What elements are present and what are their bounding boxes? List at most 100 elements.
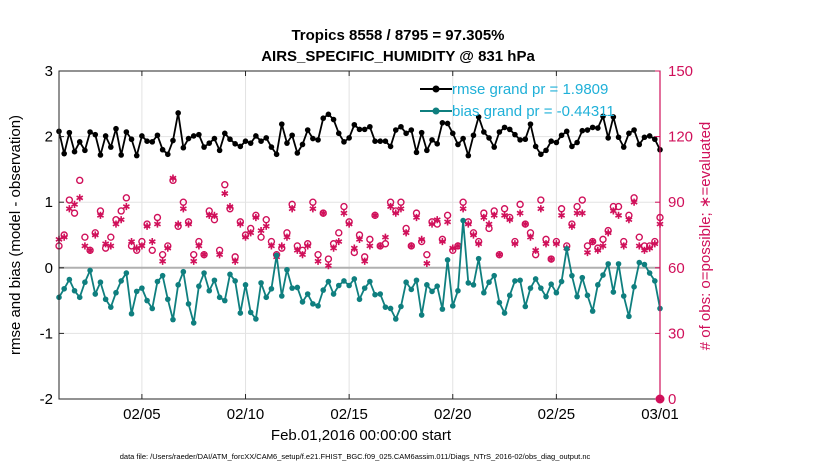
bias-point [247, 309, 254, 316]
rmse-point [92, 131, 99, 138]
obs-possible-marker [335, 229, 343, 237]
y-right-tick-label: 60 [668, 260, 685, 277]
obs-evaluated-marker [283, 233, 291, 241]
chart-subtitle: AIRS_SPECIFIC_HUMIDITY @ 831 hPa [261, 48, 535, 65]
rmse-point [387, 143, 394, 150]
axis-ticks: 02/05 02/10 02/15 02/20 02/25 03/01-2-1012303… [40, 63, 693, 423]
obs-evaluated-marker [578, 209, 586, 217]
obs-evaluated-marker [511, 240, 519, 248]
obs-evaluated-marker [91, 231, 99, 239]
obs-evaluated-marker [635, 242, 643, 250]
rmse-point [584, 127, 591, 133]
bias-point [201, 270, 207, 276]
obs-evaluated-marker [65, 205, 73, 213]
rmse-point [108, 144, 114, 150]
rmse-point [201, 144, 207, 150]
obs-evaluated-marker [86, 246, 94, 254]
x-tick-label: 02/10 [227, 406, 265, 423]
bias-point [382, 304, 389, 310]
obs-evaluated-marker [397, 205, 405, 213]
obs-evaluated-marker [257, 227, 265, 235]
rmse-point [413, 149, 420, 156]
rmse-point [346, 135, 352, 141]
obs-evaluated-marker [423, 259, 431, 268]
obs-evaluated-marker [490, 211, 498, 219]
rmse-point [558, 132, 565, 139]
obs-possible-marker [81, 233, 89, 241]
obs-evaluated-marker [335, 237, 343, 246]
rmse-point [128, 136, 135, 143]
bias-point [491, 272, 498, 279]
obs-evaluated-marker [506, 216, 514, 224]
obs-evaluated-marker [428, 220, 436, 228]
bias-point [563, 245, 570, 252]
rmse-point [434, 141, 441, 147]
bias-point [278, 293, 285, 299]
legend-bias-marker [432, 107, 440, 115]
rmse-point [496, 129, 503, 135]
obs-evaluated-marker [107, 242, 115, 250]
bias-point [486, 279, 492, 286]
obs-evaluated-marker [412, 213, 421, 222]
legend-rmse-label: rmse grand pr = 1.9809 [452, 81, 608, 98]
rmse-point [641, 134, 648, 141]
rmse-point [652, 136, 658, 143]
bias-point [92, 291, 99, 297]
obs-evaluated-marker [651, 240, 659, 248]
rmse-point [335, 130, 342, 137]
obs-evaluated-marker [200, 251, 208, 259]
obs-evaluated-marker [117, 216, 125, 224]
rmse-point [548, 138, 554, 144]
bias-point [159, 272, 166, 279]
obs-evaluated-marker [469, 231, 478, 239]
bias-point [626, 313, 632, 320]
bias-point [325, 278, 332, 285]
rmse-point [180, 144, 187, 151]
bias-point [139, 285, 145, 291]
bias-point [387, 305, 394, 312]
rmse-point [408, 127, 415, 133]
obs-evaluated-marker [475, 240, 483, 248]
obs-evaluated-marker [236, 220, 244, 228]
bias-point [144, 297, 150, 304]
legend: rmse grand pr = 1.9809 bias grand pr = -… [420, 81, 615, 120]
rmse-point [253, 133, 259, 139]
y-right-tick-label: 30 [668, 325, 685, 342]
obs-possible-marker [221, 181, 229, 189]
bias-point [216, 294, 223, 301]
rmse-point [610, 114, 617, 120]
rmse-point [97, 152, 104, 158]
bias-point [320, 287, 327, 293]
rmse-point [190, 133, 197, 139]
bias-point [149, 305, 156, 312]
obs-evaluated-marker [366, 242, 374, 250]
obs-evaluated-marker [547, 255, 555, 263]
obs-evaluated-marker [495, 251, 503, 259]
rmse-point [361, 126, 368, 133]
rmse-point [284, 140, 290, 146]
obs-evaluated-marker [314, 257, 322, 265]
bias-point [299, 299, 306, 305]
rmse-point [71, 148, 78, 155]
bias-point [548, 281, 554, 288]
rmse-point [196, 131, 202, 138]
rmse-point [320, 115, 327, 122]
bias-point [196, 283, 202, 289]
bias-point [175, 282, 181, 288]
bias-point [429, 288, 435, 295]
obs-evaluated-marker [288, 205, 296, 213]
bias-point [165, 296, 171, 303]
bias-point [532, 276, 539, 282]
rmse-point [216, 147, 223, 154]
bias-point [465, 280, 472, 286]
obs-evaluated-marker [221, 189, 229, 198]
rmse-point [221, 130, 228, 137]
bias-point [351, 276, 358, 282]
bias-point [123, 270, 130, 276]
rmse-point [268, 144, 275, 150]
obs-evaluated-marker [138, 242, 146, 250]
rmse-point [589, 124, 596, 131]
rmse-point [429, 137, 435, 143]
series-group [56, 110, 665, 404]
rmse-point [149, 139, 156, 145]
